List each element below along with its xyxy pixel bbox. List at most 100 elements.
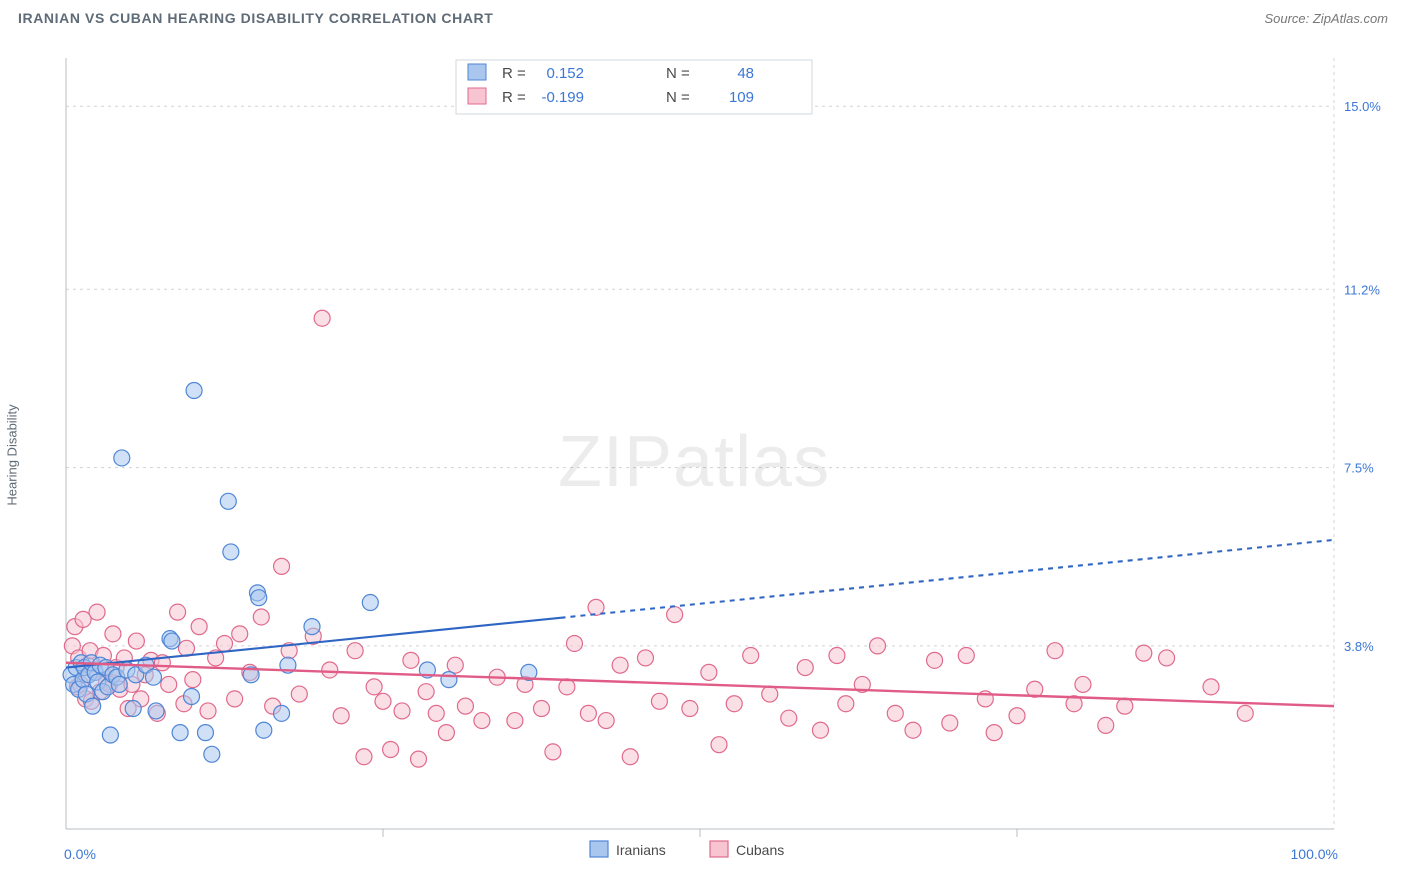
data-point <box>474 713 490 729</box>
data-point <box>534 701 550 717</box>
data-point <box>111 676 127 692</box>
data-point <box>1117 698 1133 714</box>
data-point <box>291 686 307 702</box>
data-point <box>1075 676 1091 692</box>
y-tick-label: 11.2% <box>1344 282 1380 297</box>
data-point <box>870 638 886 654</box>
svg-text:109: 109 <box>729 89 754 106</box>
data-point <box>622 749 638 765</box>
data-point <box>220 493 236 509</box>
data-point <box>762 686 778 702</box>
data-point <box>186 382 202 398</box>
data-point <box>114 450 130 466</box>
data-point <box>637 650 653 666</box>
data-point <box>682 701 698 717</box>
data-point <box>598 713 614 729</box>
y-axis-label: Hearing Disability <box>5 404 20 505</box>
data-point <box>580 705 596 721</box>
x-tick-label: 100.0% <box>1291 846 1338 862</box>
data-point <box>356 749 372 765</box>
data-point <box>333 708 349 724</box>
data-point <box>366 679 382 695</box>
data-point <box>217 635 233 651</box>
data-point <box>362 595 378 611</box>
data-point <box>838 696 854 712</box>
chart-title: IRANIAN VS CUBAN HEARING DISABILITY CORR… <box>18 10 493 26</box>
svg-text:-0.199: -0.199 <box>541 89 584 106</box>
data-point <box>986 725 1002 741</box>
y-tick-label: 7.5% <box>1344 461 1374 476</box>
data-point <box>829 648 845 664</box>
data-point <box>447 657 463 673</box>
data-point <box>89 604 105 620</box>
data-point <box>204 746 220 762</box>
data-point <box>383 741 399 757</box>
data-point <box>905 722 921 738</box>
stats-legend: R =0.152N =48R =-0.199N =109 <box>456 60 812 114</box>
data-point <box>942 715 958 731</box>
data-point <box>322 662 338 678</box>
data-point <box>304 619 320 635</box>
data-point <box>438 725 454 741</box>
data-point <box>927 652 943 668</box>
data-point <box>411 751 427 767</box>
data-point <box>403 652 419 668</box>
data-point <box>428 705 444 721</box>
data-point <box>227 691 243 707</box>
chart-area: Hearing Disability 3.8%7.5%11.2%15.0%ZIP… <box>18 36 1388 874</box>
data-point <box>457 698 473 714</box>
data-point <box>85 698 101 714</box>
data-point <box>394 703 410 719</box>
data-point <box>812 722 828 738</box>
data-point <box>726 696 742 712</box>
data-point <box>701 664 717 680</box>
data-point <box>418 684 434 700</box>
data-point <box>781 710 797 726</box>
data-point <box>191 619 207 635</box>
data-point <box>232 626 248 642</box>
source-label: Source: ZipAtlas.com <box>1264 11 1388 26</box>
data-point <box>274 705 290 721</box>
data-point <box>128 633 144 649</box>
data-point <box>375 693 391 709</box>
data-point <box>125 701 141 717</box>
data-point <box>566 635 582 651</box>
data-point <box>1047 643 1063 659</box>
data-point <box>612 657 628 673</box>
data-point <box>256 722 272 738</box>
data-point <box>651 693 667 709</box>
svg-text:0.152: 0.152 <box>546 65 584 82</box>
data-point <box>314 310 330 326</box>
data-point <box>253 609 269 625</box>
data-point <box>251 590 267 606</box>
data-point <box>441 672 457 688</box>
data-point <box>164 633 180 649</box>
data-point <box>184 688 200 704</box>
watermark: ZIPatlas <box>558 422 830 502</box>
data-point <box>545 744 561 760</box>
data-point <box>743 648 759 664</box>
y-tick-label: 3.8% <box>1344 639 1374 654</box>
data-point <box>1203 679 1219 695</box>
data-point <box>1237 705 1253 721</box>
svg-text:N =: N = <box>666 89 690 106</box>
data-point <box>148 703 164 719</box>
trend-line-dashed <box>561 540 1334 618</box>
trend-line <box>66 663 1334 706</box>
data-point <box>200 703 216 719</box>
data-point <box>1159 650 1175 666</box>
legend-label: Iranians <box>616 842 666 858</box>
data-point <box>1098 717 1114 733</box>
y-tick-label: 15.0% <box>1344 99 1381 114</box>
series-legend: IraniansCubans <box>590 841 784 858</box>
svg-text:48: 48 <box>737 65 754 82</box>
chart-svg: 3.8%7.5%11.2%15.0%ZIPatlasR =0.152N =48R… <box>18 36 1388 874</box>
chart-header: IRANIAN VS CUBAN HEARING DISABILITY CORR… <box>0 0 1406 32</box>
svg-text:N =: N = <box>666 65 690 82</box>
data-point <box>347 643 363 659</box>
data-point <box>667 607 683 623</box>
svg-text:R =: R = <box>502 65 526 82</box>
data-point <box>170 604 186 620</box>
data-point <box>223 544 239 560</box>
data-point <box>172 725 188 741</box>
